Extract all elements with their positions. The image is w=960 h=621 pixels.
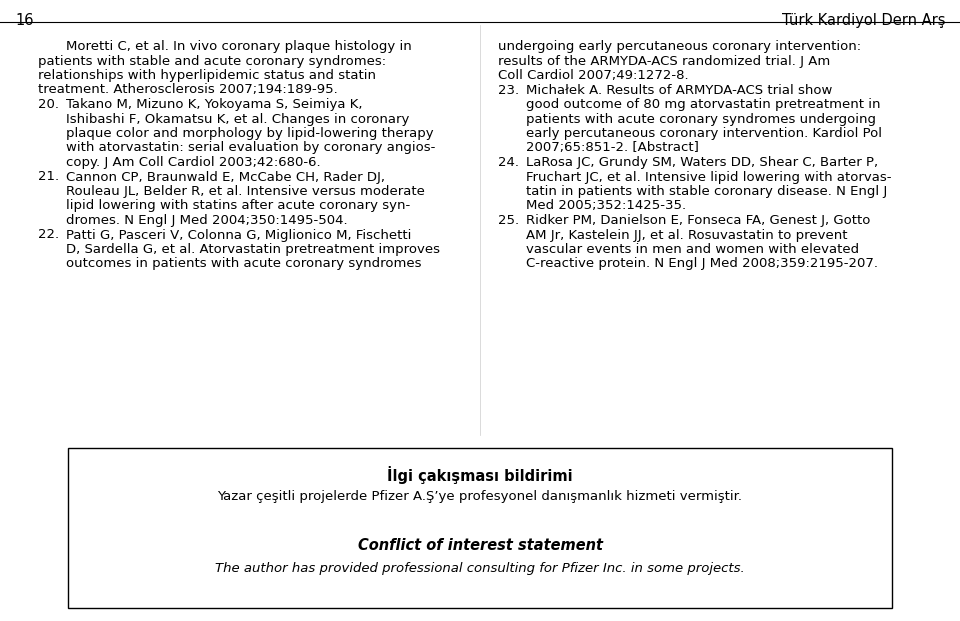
Text: patients with stable and acute coronary syndromes:: patients with stable and acute coronary … xyxy=(38,55,386,68)
Text: 24.: 24. xyxy=(498,156,519,169)
Text: AM Jr, Kastelein JJ, et al. Rosuvastatin to prevent: AM Jr, Kastelein JJ, et al. Rosuvastatin… xyxy=(526,229,848,242)
Text: Rouleau JL, Belder R, et al. Intensive versus moderate: Rouleau JL, Belder R, et al. Intensive v… xyxy=(66,185,425,198)
Text: outcomes in patients with acute coronary syndromes: outcomes in patients with acute coronary… xyxy=(66,258,421,271)
Text: Ishibashi F, Okamatsu K, et al. Changes in coronary: Ishibashi F, Okamatsu K, et al. Changes … xyxy=(66,112,409,125)
Text: plaque color and morphology by lipid-lowering therapy: plaque color and morphology by lipid-low… xyxy=(66,127,434,140)
Text: Fruchart JC, et al. Intensive lipid lowering with atorvas-: Fruchart JC, et al. Intensive lipid lowe… xyxy=(526,171,892,183)
Text: treatment. Atherosclerosis 2007;194:189-95.: treatment. Atherosclerosis 2007;194:189-… xyxy=(38,83,338,96)
Text: patients with acute coronary syndromes undergoing: patients with acute coronary syndromes u… xyxy=(526,112,876,125)
Text: tatin in patients with stable coronary disease. N Engl J: tatin in patients with stable coronary d… xyxy=(526,185,887,198)
Text: 25.: 25. xyxy=(498,214,519,227)
Text: relationships with hyperlipidemic status and statin: relationships with hyperlipidemic status… xyxy=(38,69,376,82)
Text: Med 2005;352:1425-35.: Med 2005;352:1425-35. xyxy=(526,199,686,212)
Text: dromes. N Engl J Med 2004;350:1495-504.: dromes. N Engl J Med 2004;350:1495-504. xyxy=(66,214,348,227)
Text: LaRosa JC, Grundy SM, Waters DD, Shear C, Barter P,: LaRosa JC, Grundy SM, Waters DD, Shear C… xyxy=(526,156,878,169)
Text: undergoing early percutaneous coronary intervention:: undergoing early percutaneous coronary i… xyxy=(498,40,861,53)
Text: Türk Kardiyol Dern Arş: Türk Kardiyol Dern Arş xyxy=(781,13,945,28)
Text: 23.: 23. xyxy=(498,83,519,96)
Text: 16: 16 xyxy=(15,13,34,28)
Text: vascular events in men and women with elevated: vascular events in men and women with el… xyxy=(526,243,859,256)
Text: early percutaneous coronary intervention. Kardiol Pol: early percutaneous coronary intervention… xyxy=(526,127,882,140)
Text: Moretti C, et al. In vivo coronary plaque histology in: Moretti C, et al. In vivo coronary plaqu… xyxy=(66,40,412,53)
Text: results of the ARMYDA-ACS randomized trial. J Am: results of the ARMYDA-ACS randomized tri… xyxy=(498,55,830,68)
Text: with atorvastatin: serial evaluation by coronary angios-: with atorvastatin: serial evaluation by … xyxy=(66,142,436,155)
Text: 2007;65:851-2. [Abstract]: 2007;65:851-2. [Abstract] xyxy=(526,142,699,155)
Text: Ridker PM, Danielson E, Fonseca FA, Genest J, Gotto: Ridker PM, Danielson E, Fonseca FA, Gene… xyxy=(526,214,871,227)
Text: lipid lowering with statins after acute coronary syn-: lipid lowering with statins after acute … xyxy=(66,199,410,212)
Text: The author has provided professional consulting for Pfizer Inc. in some projects: The author has provided professional con… xyxy=(215,562,745,575)
Text: Cannon CP, Braunwald E, McCabe CH, Rader DJ,: Cannon CP, Braunwald E, McCabe CH, Rader… xyxy=(66,171,385,183)
Text: 22.: 22. xyxy=(38,229,60,242)
Text: C-reactive protein. N Engl J Med 2008;359:2195-207.: C-reactive protein. N Engl J Med 2008;35… xyxy=(526,258,878,271)
Text: Michałek A. Results of ARMYDA-ACS trial show: Michałek A. Results of ARMYDA-ACS trial … xyxy=(526,83,832,96)
Text: Coll Cardiol 2007;49:1272-8.: Coll Cardiol 2007;49:1272-8. xyxy=(498,69,688,82)
Text: İlgi çakışması bildirimi: İlgi çakışması bildirimi xyxy=(387,466,573,484)
Text: Patti G, Pasceri V, Colonna G, Miglionico M, Fischetti: Patti G, Pasceri V, Colonna G, Miglionic… xyxy=(66,229,412,242)
Text: Yazar çeşitli projelerde Pfizer A.Ş’ye profesyonel danışmanlık hizmeti vermiştir: Yazar çeşitli projelerde Pfizer A.Ş’ye p… xyxy=(218,490,742,503)
Text: 20.: 20. xyxy=(38,98,59,111)
Text: Takano M, Mizuno K, Yokoyama S, Seimiya K,: Takano M, Mizuno K, Yokoyama S, Seimiya … xyxy=(66,98,363,111)
Text: D, Sardella G, et al. Atorvastatin pretreatment improves: D, Sardella G, et al. Atorvastatin pretr… xyxy=(66,243,440,256)
Text: good outcome of 80 mg atorvastatin pretreatment in: good outcome of 80 mg atorvastatin pretr… xyxy=(526,98,880,111)
Text: copy. J Am Coll Cardiol 2003;42:680-6.: copy. J Am Coll Cardiol 2003;42:680-6. xyxy=(66,156,321,169)
Text: Conflict of interest statement: Conflict of interest statement xyxy=(357,538,603,553)
Text: 21.: 21. xyxy=(38,171,60,183)
Bar xyxy=(68,448,892,608)
